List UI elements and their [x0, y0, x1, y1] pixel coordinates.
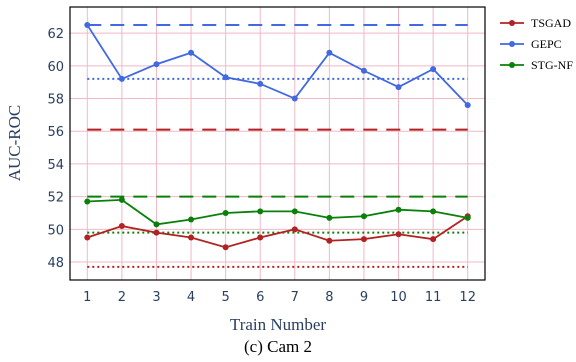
y-tick-label: 50 [47, 223, 64, 238]
plot-area [70, 7, 485, 280]
stg-nf-legend-marker [509, 62, 515, 68]
tsgad-point [153, 229, 160, 236]
tsgad-point [257, 234, 264, 241]
x-tick-label: 6 [256, 290, 264, 305]
gepc-legend-label: GEPC [531, 37, 562, 51]
gepc-point [222, 74, 229, 81]
figure-caption: (c) Cam 2 [244, 337, 312, 356]
x-tick-label: 4 [187, 290, 195, 305]
y-axis-label: AUC-ROC [5, 105, 24, 182]
stg-nf-point [395, 206, 402, 213]
stg-nf-point [360, 213, 367, 220]
gepc-point [395, 84, 402, 91]
y-tick-label: 60 [47, 60, 64, 75]
legend: TSGAD GEPC STG-NF [500, 16, 573, 72]
y-tick-label: 62 [47, 27, 64, 42]
tsgad-point [118, 223, 125, 230]
gepc-point [118, 75, 125, 82]
stg-nf-point [326, 214, 333, 221]
tsgad-legend-marker [509, 20, 515, 26]
gepc-point [153, 61, 160, 68]
y-tick-label: 48 [47, 256, 64, 271]
tsgad-point [84, 234, 91, 241]
stg-nf-point [222, 209, 229, 216]
stg-nf-point [464, 214, 471, 221]
x-tick-label: 8 [325, 290, 333, 305]
gepc-point [464, 102, 471, 109]
stg-nf-point [257, 208, 264, 215]
tsgad-point [326, 237, 333, 244]
tsgad-point [222, 244, 229, 251]
gepc-point [84, 21, 91, 28]
tsgad-point [360, 236, 367, 243]
series-group [84, 21, 471, 251]
x-tick-label: 1 [83, 290, 91, 305]
y-tick-label: 56 [47, 125, 64, 140]
gepc-point [326, 49, 333, 56]
stg-nf-legend-label: STG-NF [531, 58, 573, 72]
stg-nf-point [118, 196, 125, 203]
gepc-legend-marker [509, 41, 515, 47]
gepc-line [86, 24, 469, 106]
gepc-point [360, 67, 367, 74]
y-tick-label: 58 [47, 93, 64, 108]
x-tick-label: 2 [118, 290, 126, 305]
x-axis-label: Train Number [230, 315, 327, 334]
x-tick-label: 11 [425, 290, 442, 305]
tsgad-point [430, 236, 437, 243]
x-tick-label: 7 [291, 290, 299, 305]
tsgad-point [188, 234, 195, 241]
gepc-point [188, 49, 195, 56]
stg-nf-line [87, 198, 468, 226]
gepc-point [430, 66, 437, 73]
tsgad-point [395, 231, 402, 238]
tsgad-line [87, 215, 469, 249]
x-tick-label: 12 [459, 290, 476, 305]
stg-nf-point [153, 221, 160, 228]
y-tick-label: 54 [47, 158, 64, 173]
x-tick-label: 9 [360, 290, 368, 305]
plot-frame [69, 6, 486, 281]
y-tick-labels: 48 50 52 54 56 58 60 62 [47, 27, 64, 271]
stg-nf-point [188, 216, 195, 223]
gepc-point [257, 80, 264, 87]
tsgad-point [291, 226, 298, 233]
x-tick-labels: 1 2 3 4 5 6 7 8 9 10 11 12 [83, 290, 476, 305]
stg-nf-point [291, 208, 298, 215]
stg-nf-point [84, 198, 91, 205]
stg-nf-point [430, 208, 437, 215]
y-tick-label: 52 [47, 191, 64, 206]
x-tick-label: 5 [221, 290, 229, 305]
gepc-point [291, 95, 298, 102]
x-tick-label: 10 [390, 290, 407, 305]
tsgad-legend-label: TSGAD [531, 16, 571, 30]
x-tick-label: 3 [152, 290, 160, 305]
